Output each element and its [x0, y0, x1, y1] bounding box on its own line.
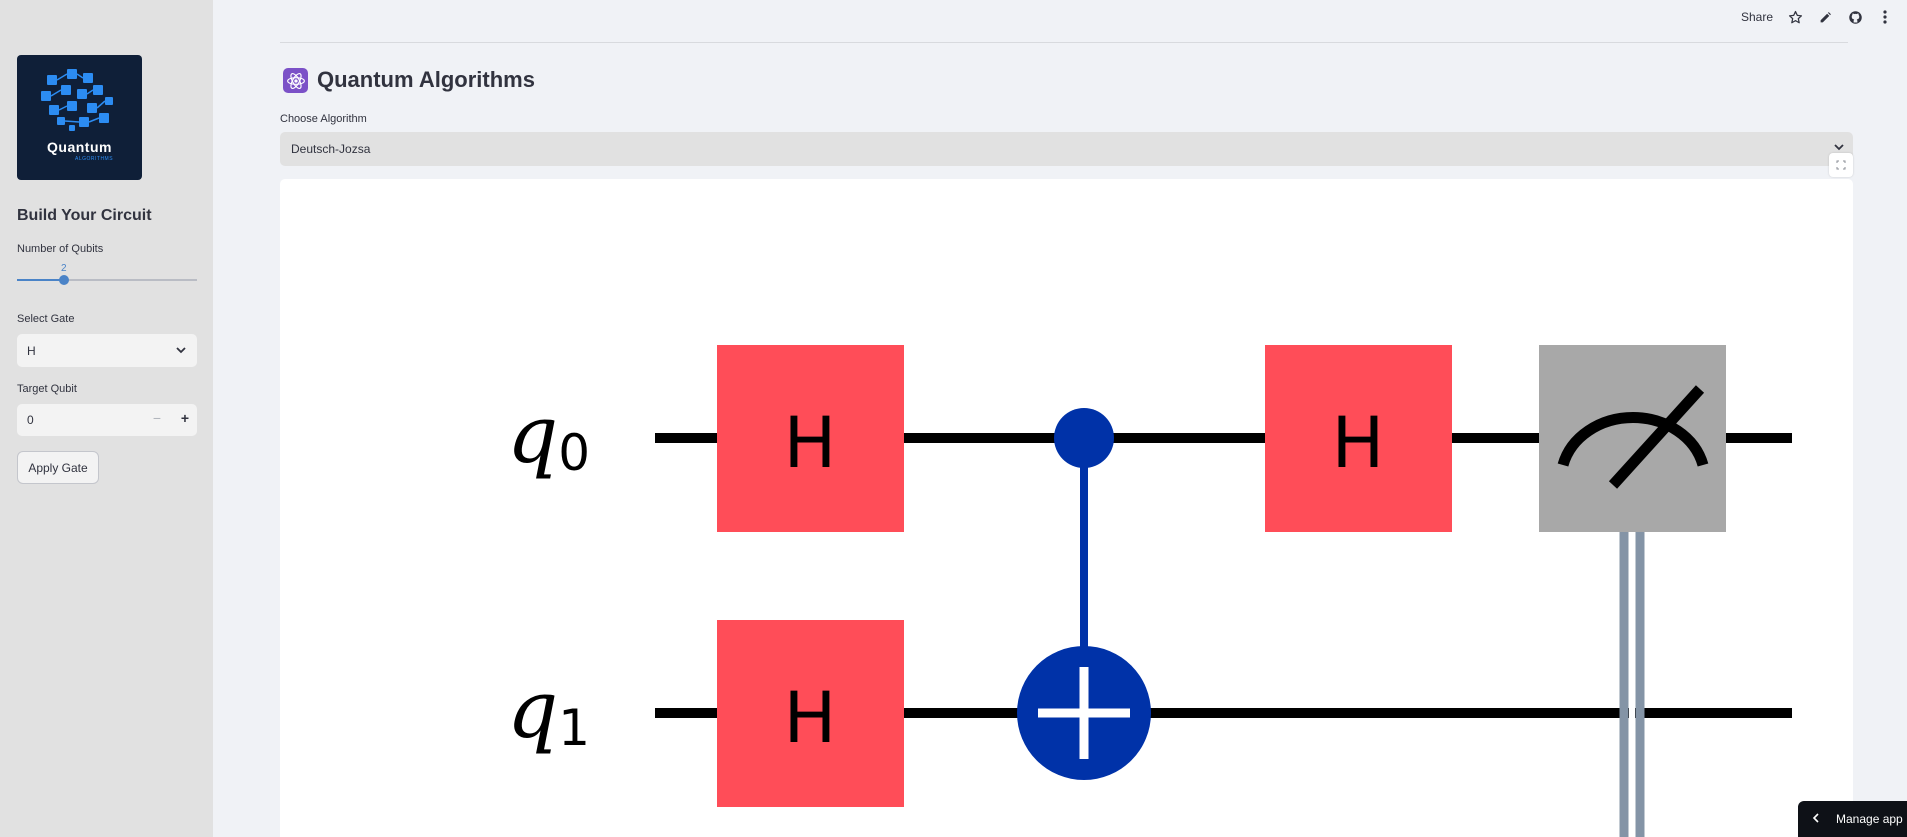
target-qubit-value: 0	[27, 413, 34, 427]
chevron-down-icon	[176, 347, 186, 354]
circuit-image: q0 q1 H H H	[280, 179, 1853, 837]
cnot-gate	[1017, 408, 1151, 780]
h-gate: H	[717, 620, 904, 807]
svg-text:H: H	[1332, 402, 1385, 484]
qubit-label-1: q1	[507, 663, 590, 757]
target-label: Target Qubit	[17, 383, 77, 395]
logo-text: Quantum	[47, 139, 112, 155]
h-gate: H	[1265, 345, 1452, 532]
gate-select[interactable]: H	[17, 334, 197, 367]
top-divider	[280, 42, 1848, 43]
star-icon[interactable]	[1787, 9, 1803, 25]
chevron-left-icon	[1812, 812, 1820, 826]
increment-button[interactable]: +	[180, 410, 189, 426]
qubit-label-0: q0	[507, 388, 590, 482]
algorithm-label: Choose Algorithm	[280, 113, 367, 125]
gate-select-value: H	[27, 343, 36, 358]
decrement-button[interactable]: −	[152, 410, 161, 426]
page-title: Quantum Algorithms	[317, 67, 535, 92]
measure-gate	[1539, 345, 1726, 532]
chevron-down-icon	[1834, 144, 1844, 151]
logo-circuit-icon	[41, 69, 113, 131]
sidebar-title: Build Your Circuit	[17, 207, 152, 224]
gate-label: Select Gate	[17, 313, 75, 325]
algorithm-select[interactable]: Deutsch-Jozsa	[280, 132, 1853, 166]
sidebar: Quantum ALGORITHMS Build Your Circuit Nu…	[0, 0, 213, 837]
control-dot	[1054, 408, 1114, 468]
apply-gate-button[interactable]: Apply Gate	[17, 451, 99, 484]
atom-icon	[283, 68, 308, 93]
github-icon[interactable]	[1847, 9, 1863, 25]
quantum-circuit-diagram: q0 q1 H H H	[507, 345, 1792, 837]
fullscreen-icon[interactable]	[1829, 153, 1853, 177]
top-toolbar: Share	[1741, 9, 1893, 25]
share-button[interactable]: Share	[1740, 10, 1773, 24]
qubits-slider[interactable]: 2	[17, 263, 197, 285]
manage-app-label: Manage app	[1836, 812, 1903, 826]
classical-wire	[1619, 532, 1645, 837]
manage-app-button[interactable]: Manage app	[1798, 801, 1907, 837]
slider-fill	[17, 279, 64, 281]
edit-icon[interactable]	[1817, 9, 1833, 25]
algorithm-select-value: Deutsch-Jozsa	[291, 142, 371, 156]
h-gate: H	[717, 345, 904, 532]
svg-text:H: H	[784, 677, 837, 759]
qubits-label: Number of Qubits	[17, 243, 104, 255]
logo-subtext: ALGORITHMS	[75, 156, 114, 162]
svg-text:H: H	[784, 402, 837, 484]
more-options-icon[interactable]	[1877, 9, 1893, 25]
slider-thumb[interactable]	[59, 275, 69, 285]
app-logo: Quantum ALGORITHMS	[17, 55, 142, 180]
target-qubit-input[interactable]: 0 − +	[17, 404, 197, 436]
slider-value: 2	[61, 263, 67, 274]
